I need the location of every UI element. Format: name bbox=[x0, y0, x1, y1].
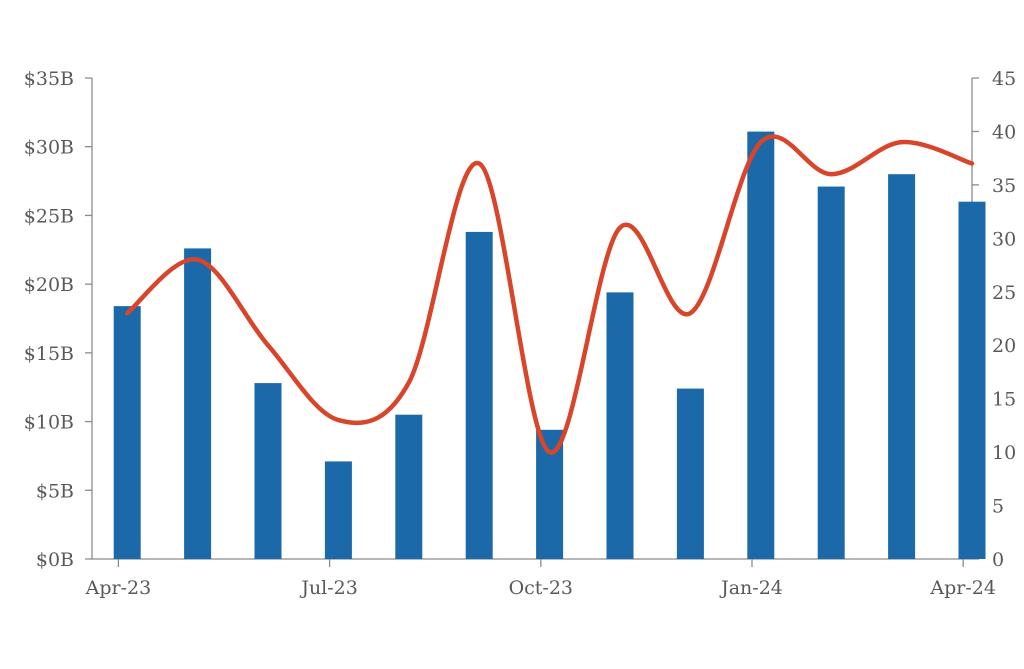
y-right-tick-label: 20 bbox=[992, 335, 1016, 357]
line-series-path bbox=[124, 134, 975, 455]
bar-series bbox=[113, 131, 986, 560]
bar-Feb-24 bbox=[817, 186, 845, 559]
y-right-tick-label: 10 bbox=[992, 442, 1016, 464]
y-left-tick-label: $5B bbox=[36, 480, 74, 502]
y-left-tick-label: $35B bbox=[24, 68, 74, 90]
y-right-tick-label: 5 bbox=[992, 496, 1004, 518]
bar-Apr-23 bbox=[113, 306, 141, 559]
y-left-tick-label: $0B bbox=[36, 549, 74, 571]
y-right-tick-label: 0 bbox=[992, 549, 1004, 571]
bar-Nov-23 bbox=[606, 292, 634, 559]
x-tick-label: Apr-23 bbox=[85, 577, 152, 599]
y-right-tick-label: 30 bbox=[992, 228, 1016, 250]
bar-Jul-23 bbox=[324, 461, 352, 559]
y-right-tick-label: 15 bbox=[992, 389, 1016, 411]
bar-May-23 bbox=[184, 248, 212, 559]
y-left-tick-label: $30B bbox=[24, 137, 74, 159]
y-left-tick-label: $20B bbox=[24, 274, 74, 296]
bar-Apr-24 bbox=[958, 201, 986, 559]
y-right-tick-label: 35 bbox=[992, 175, 1016, 197]
y-right-tick-label: 45 bbox=[992, 68, 1016, 90]
bar-Jun-23 bbox=[254, 383, 282, 559]
bar-Aug-23 bbox=[395, 414, 423, 559]
y-left-tick-label: $15B bbox=[24, 343, 74, 365]
line-series bbox=[124, 134, 975, 455]
x-tick-label: Jan-24 bbox=[719, 577, 783, 599]
bar-Jan-24 bbox=[747, 131, 775, 559]
y-left-axis: $0B $5B $10B $15B $20B $25B $30B $35B bbox=[24, 68, 93, 571]
bar-Sep-23 bbox=[465, 231, 493, 560]
bar-Mar-24 bbox=[888, 174, 916, 559]
x-tick-label: Jul-23 bbox=[299, 577, 358, 599]
y-right-axis: 0 5 10 15 20 25 30 35 40 45 bbox=[971, 68, 1016, 571]
y-left-tick-label: $10B bbox=[24, 412, 74, 434]
x-tick-label: Oct-23 bbox=[509, 577, 573, 599]
y-right-tick-label: 40 bbox=[992, 121, 1016, 143]
x-axis: Apr-23 Jul-23 Oct-23 Jan-24 Apr-24 bbox=[85, 558, 996, 599]
y-right-tick-label: 25 bbox=[992, 282, 1016, 304]
x-tick-label: Apr-24 bbox=[929, 577, 996, 599]
bar-Dec-23 bbox=[676, 388, 704, 559]
y-left-tick-label: $25B bbox=[24, 205, 74, 227]
